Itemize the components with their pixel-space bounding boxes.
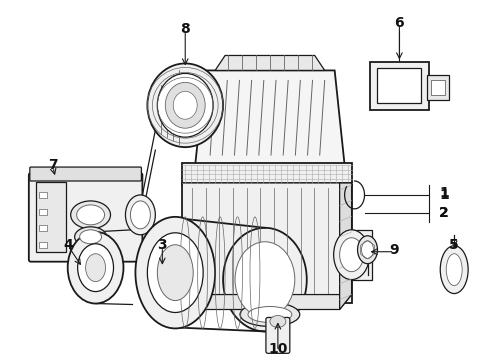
Polygon shape (215, 55, 325, 71)
Bar (39, 208, 47, 215)
Ellipse shape (86, 254, 105, 282)
Text: 6: 6 (394, 15, 404, 30)
Bar (182, 163, 352, 185)
FancyBboxPatch shape (29, 173, 143, 262)
FancyBboxPatch shape (266, 318, 290, 353)
Ellipse shape (165, 82, 205, 128)
Text: 7: 7 (48, 158, 57, 172)
Polygon shape (182, 294, 352, 310)
Text: 9: 9 (390, 243, 399, 257)
Ellipse shape (157, 245, 193, 301)
Polygon shape (195, 71, 344, 165)
Ellipse shape (235, 242, 295, 318)
Text: 2: 2 (440, 206, 449, 220)
Text: 2: 2 (440, 206, 449, 220)
Ellipse shape (135, 217, 215, 328)
Text: 1: 1 (440, 186, 449, 200)
Ellipse shape (340, 238, 364, 272)
Text: 3: 3 (157, 238, 167, 252)
Bar (352, 230, 371, 280)
Text: 4: 4 (64, 238, 74, 252)
Text: 1: 1 (440, 188, 449, 202)
Ellipse shape (147, 63, 223, 147)
Ellipse shape (440, 246, 468, 293)
Bar (377, 68, 421, 103)
Bar (182, 183, 352, 302)
Ellipse shape (270, 315, 286, 328)
Ellipse shape (147, 233, 203, 312)
Ellipse shape (71, 201, 111, 229)
Ellipse shape (125, 195, 155, 235)
Bar (39, 225, 47, 231)
Bar (369, 62, 429, 110)
FancyBboxPatch shape (30, 167, 142, 181)
Bar (431, 80, 445, 95)
Ellipse shape (130, 201, 150, 229)
Ellipse shape (248, 306, 292, 323)
Polygon shape (340, 183, 352, 310)
Ellipse shape (157, 73, 213, 137)
Text: 10: 10 (268, 342, 288, 356)
Bar (427, 75, 449, 100)
Ellipse shape (240, 302, 300, 327)
Ellipse shape (68, 232, 123, 303)
Ellipse shape (77, 244, 114, 292)
Bar (39, 192, 47, 198)
Text: 8: 8 (180, 22, 190, 36)
Ellipse shape (358, 236, 377, 264)
Ellipse shape (173, 91, 197, 119)
Ellipse shape (80, 230, 101, 244)
Bar (36, 182, 66, 252)
Ellipse shape (334, 230, 369, 280)
Ellipse shape (223, 228, 307, 332)
Ellipse shape (446, 254, 462, 285)
Ellipse shape (76, 205, 104, 225)
Ellipse shape (362, 241, 373, 259)
Text: 5: 5 (449, 238, 459, 252)
Ellipse shape (74, 227, 106, 247)
Bar (39, 242, 47, 248)
